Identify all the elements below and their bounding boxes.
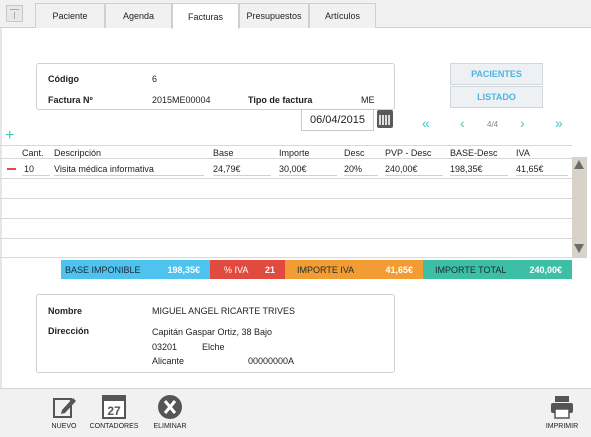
last-page-icon[interactable]: »	[555, 115, 563, 131]
iva-pct-value: 21	[264, 264, 275, 275]
street-value: Capitán Gaspar Ortiz, 38 Bajo	[152, 327, 273, 337]
nombre-label: Nombre	[48, 306, 83, 316]
eliminar-label: ELIMINAR	[153, 423, 187, 430]
invoice-info-card: Código 6 Factura Nº 2015ME00004 Tipo de …	[36, 63, 395, 110]
cell-pvp-desc[interactable]: 240,00€	[385, 164, 418, 174]
listado-button[interactable]: LISTADO	[450, 86, 543, 108]
printer-icon	[549, 394, 575, 420]
cell-importe[interactable]: 30,00€	[279, 164, 307, 174]
tipo-factura-label: Tipo de factura	[248, 95, 313, 105]
fecha-field[interactable]: 06/04/2015	[301, 109, 374, 131]
add-line-icon[interactable]: +	[5, 127, 15, 144]
importe-total-value: 240,00€	[529, 264, 562, 275]
counter-calendar-icon: 27	[101, 394, 127, 420]
tab-articulos[interactable]: Artículos	[309, 3, 376, 28]
pager-indicator: 4/4	[487, 120, 499, 129]
calendar-icon[interactable]	[377, 110, 393, 128]
tab-bar: Paciente Agenda Facturas Presupuestos Ar…	[0, 0, 591, 29]
id-value: 00000000A	[248, 356, 295, 366]
tab-presupuestos[interactable]: Presupuestos	[239, 3, 309, 28]
col-descripcion: Descripción	[54, 148, 102, 158]
app-menu-icon[interactable]	[6, 5, 23, 22]
iva-pct-label: % IVA	[224, 264, 249, 275]
cell-desc[interactable]: 20%	[344, 164, 363, 174]
codigo-value: 6	[152, 74, 158, 84]
contadores-label: CONTADORES	[89, 423, 139, 430]
edit-icon	[51, 394, 77, 420]
cell-descripcion[interactable]: Visita médica informativa	[54, 164, 154, 174]
scroll-up-icon[interactable]	[574, 160, 584, 169]
nuevo-label: NUEVO	[51, 423, 77, 430]
col-base: Base	[213, 148, 234, 158]
left-edge	[0, 28, 2, 388]
base-imponible-value: 198,35€	[167, 264, 200, 275]
col-base-desc: BASE-Desc	[450, 148, 498, 158]
nombre-value: MIGUEL ANGEL RICARTE TRIVES	[152, 306, 296, 316]
base-imponible-label: BASE IMPONIBLE	[65, 264, 141, 275]
codigo-label: Código	[48, 74, 79, 84]
contadores-button[interactable]: 27 CONTADORES	[86, 394, 142, 430]
tab-agenda[interactable]: Agenda	[105, 3, 172, 28]
nuevo-button[interactable]: NUEVO	[48, 394, 80, 430]
cell-iva[interactable]: 41,65€	[516, 164, 544, 174]
province-value: Alicante	[152, 356, 185, 366]
tab-paciente[interactable]: Paciente	[35, 3, 105, 28]
tipo-factura-value: ME	[361, 95, 375, 105]
remove-line-icon[interactable]	[7, 168, 16, 170]
footer-toolbar: NUEVO 27 CONTADORES ELIMINAR	[0, 388, 591, 437]
importe-iva-label: IMPORTE IVA	[297, 264, 355, 275]
col-desc: Desc	[344, 148, 365, 158]
patient-info-card: Nombre MIGUEL ANGEL RICARTE TRIVES Direc…	[36, 294, 395, 373]
first-page-icon[interactable]: «	[422, 115, 430, 131]
base-imponible-badge: BASE IMPONIBLE 198,35€	[61, 260, 210, 279]
delete-icon	[157, 394, 183, 420]
prev-page-icon[interactable]: ‹	[460, 115, 465, 131]
table-scrollbar[interactable]	[572, 157, 587, 258]
importe-total-label: IMPORTE TOTAL	[435, 264, 507, 275]
invoice-lines-table: Cant. Descripción Base Importe Desc PVP …	[0, 145, 591, 258]
factura-label: Factura Nº	[48, 95, 93, 105]
cell-base[interactable]: 24,79€	[213, 164, 241, 174]
pacientes-button[interactable]: PACIENTES	[450, 63, 543, 85]
importe-iva-value: 41,65€	[385, 264, 413, 275]
importe-total-badge: IMPORTE TOTAL 240,00€	[423, 260, 572, 279]
tab-facturas[interactable]: Facturas	[172, 3, 239, 29]
city-value: Elche	[202, 342, 225, 352]
cell-cant[interactable]: 10	[24, 164, 35, 174]
col-iva: IVA	[516, 148, 530, 158]
direccion-label: Dirección	[48, 326, 90, 336]
next-page-icon[interactable]: ›	[520, 115, 525, 131]
eliminar-button[interactable]: ELIMINAR	[150, 394, 190, 430]
col-cant: Cant.	[22, 148, 44, 158]
counter-calendar-text: 27	[107, 404, 121, 418]
scroll-down-icon[interactable]	[574, 244, 584, 253]
importe-iva-badge: IMPORTE IVA 41,65€	[285, 260, 423, 279]
col-importe: Importe	[279, 148, 310, 158]
postal-value: 03201	[152, 342, 178, 352]
imprimir-button[interactable]: IMPRIMIR	[542, 394, 582, 430]
cell-base-desc[interactable]: 198,35€	[450, 164, 483, 174]
imprimir-label: IMPRIMIR	[545, 423, 579, 430]
col-pvp-desc: PVP - Desc	[385, 148, 432, 158]
iva-pct-badge: % IVA 21	[210, 260, 285, 279]
factura-value: 2015ME00004	[152, 95, 211, 105]
